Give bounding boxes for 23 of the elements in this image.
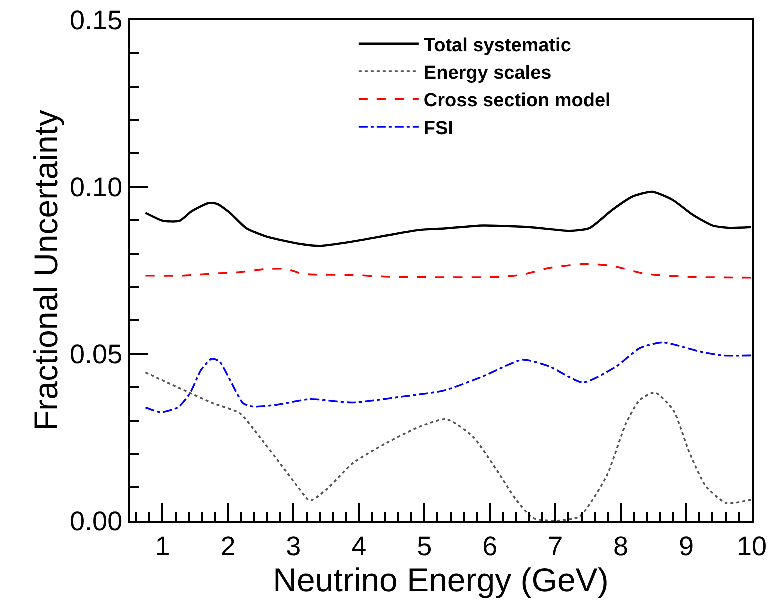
x-axis-title: Neutrino Energy (GeV) bbox=[273, 561, 609, 598]
line-series bbox=[144, 342, 752, 414]
y-tick-label: 0.05 bbox=[70, 339, 123, 370]
x-tick-label: 3 bbox=[286, 531, 302, 562]
y-axis-title: Fractional Uncertainty bbox=[27, 110, 64, 431]
y-tick-label: 0.10 bbox=[70, 172, 123, 202]
legend-label: Total systematic bbox=[424, 35, 572, 56]
y-tick-label: 0.15 bbox=[70, 5, 123, 36]
legend-label: Cross section model bbox=[424, 90, 611, 112]
line-series bbox=[144, 263, 752, 279]
x-tick-label: 9 bbox=[679, 531, 694, 562]
legend-label: Energy scales bbox=[424, 62, 552, 84]
x-tick-label: 8 bbox=[614, 531, 629, 562]
x-tick-label: 4 bbox=[352, 531, 367, 562]
line-series bbox=[144, 372, 752, 521]
y-tick-label: 0.00 bbox=[70, 506, 123, 536]
x-tick-label: 10 bbox=[736, 531, 768, 562]
x-tick-label: 2 bbox=[220, 531, 236, 562]
x-tick-label: 5 bbox=[417, 531, 432, 562]
x-tick-label: 7 bbox=[548, 531, 564, 562]
legend-label: FSI bbox=[424, 118, 454, 140]
x-tick-label: 1 bbox=[155, 531, 170, 562]
x-tick-label: 6 bbox=[482, 531, 498, 562]
